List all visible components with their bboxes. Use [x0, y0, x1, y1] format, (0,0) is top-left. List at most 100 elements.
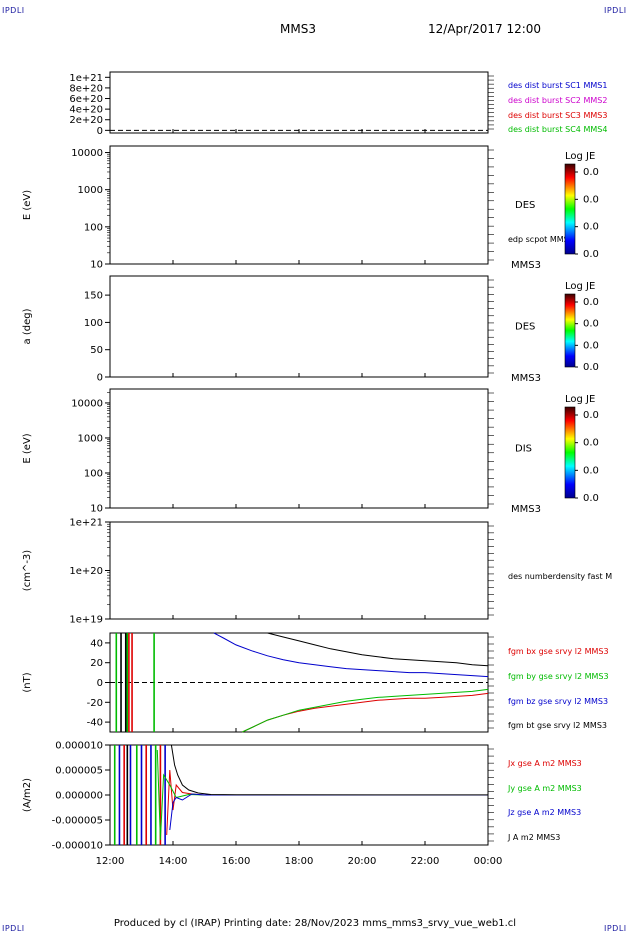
- y-tick-label-p7: 0.000000: [55, 791, 103, 802]
- y-tick-label-p6: 40: [90, 638, 103, 649]
- y-axis-label-p6: (nT): [22, 672, 33, 692]
- legend-entry-p6: fgm bt gse srvy l2 MMS3: [508, 721, 607, 730]
- time-tick-label: 20:00: [348, 856, 377, 867]
- instrument-label-p3: DES: [515, 322, 535, 333]
- y-tick-label-p3: 0: [97, 373, 103, 384]
- header-spacecraft: MMS3: [280, 22, 316, 36]
- colorbar-tick-label-p2: 0.0: [583, 167, 599, 178]
- corner-label-top-right: IPDLI: [604, 6, 627, 15]
- time-tick-label: 18:00: [285, 856, 314, 867]
- spacecraft-label-p2: MMS3: [511, 260, 541, 271]
- series-line-p7: [170, 744, 489, 796]
- y-tick-label-p3: 150: [84, 291, 103, 302]
- y-tick-label-p4: 1000: [78, 433, 103, 444]
- y-tick-label-p7: -0.000005: [52, 816, 103, 827]
- y-tick-label-p2: 10000: [71, 148, 103, 159]
- y-tick-label-p6: -20: [87, 698, 103, 709]
- y-tick-label-p3: 100: [84, 318, 103, 329]
- header-datetime: 12/Apr/2017 12:00: [428, 22, 542, 36]
- y-tick-label-p1: 8e+20: [69, 83, 103, 94]
- series-line-p6: [213, 632, 489, 678]
- time-tick-label: 16:00: [222, 856, 251, 867]
- y-tick-label-p4: 10: [90, 504, 103, 515]
- colorbar-tick-label-p2: 0.0: [583, 222, 599, 233]
- spacecraft-label-p4: MMS3: [511, 504, 541, 515]
- panel-frame-p5: [109, 521, 489, 620]
- y-tick-label-p7: 0.000010: [55, 741, 103, 752]
- time-tick-label: 12:00: [96, 856, 125, 867]
- corner-label-bottom-left: IPDLI: [2, 924, 25, 933]
- colorbar-title-p3: Log JE: [565, 281, 595, 292]
- legend-entry-p7: Jz gse A m2 MMS3: [507, 808, 581, 817]
- y-axis-label-p3: a (deg): [22, 308, 33, 344]
- note-label-p2: edp scpot MMS3: [508, 235, 574, 244]
- instrument-label-p2: DES: [515, 200, 535, 211]
- y-tick-label-p5: 1e+19: [69, 615, 103, 626]
- y-tick-label-p7: -0.000010: [52, 841, 103, 852]
- y-tick-label-p1: 1e+21: [69, 73, 103, 84]
- corner-label-top-left: IPDLI: [2, 6, 25, 15]
- y-tick-label-p6: 0: [97, 678, 103, 689]
- time-tick-label: 22:00: [411, 856, 440, 867]
- legend-entry-p7: Jy gse A m2 MMS3: [507, 784, 582, 793]
- legend-entry-p7: Jx gse A m2 MMS3: [507, 759, 582, 768]
- panel-frame-p1: [109, 71, 489, 134]
- panel-frame-p4: [109, 388, 489, 509]
- y-tick-label-p1: 4e+20: [69, 105, 103, 116]
- colorbar-p2: [564, 163, 576, 255]
- panel-frame-p2: [109, 145, 489, 265]
- footer-text: Produced by cl (IRAP) Printing date: 28/…: [113, 918, 517, 929]
- y-axis-label-p4: E (eV): [22, 433, 33, 463]
- legend-entry-p1: des dist burst SC1 MMS1: [508, 81, 607, 90]
- spacecraft-label-p3: MMS3: [511, 373, 541, 384]
- colorbar-title-p4: Log JE: [565, 394, 595, 405]
- y-tick-label-p2: 1000: [78, 185, 103, 196]
- legend-entry-p1: des dist burst SC3 MMS3: [508, 111, 607, 120]
- colorbar-tick-label-p4: 0.0: [583, 410, 599, 421]
- y-tick-label-p6: 20: [90, 658, 103, 669]
- series-line-p7: [169, 793, 488, 831]
- y-tick-label-p2: 10: [90, 260, 103, 271]
- instrument-label-p4: DIS: [515, 444, 532, 455]
- y-tick-label-p1: 0: [97, 126, 103, 137]
- time-tick-label: 14:00: [159, 856, 188, 867]
- colorbar-tick-label-p3: 0.0: [583, 362, 599, 373]
- colorbar-tick-label-p3: 0.0: [583, 297, 599, 308]
- series-line-p6: [267, 632, 489, 667]
- colorbar-tick-label-p3: 0.0: [583, 319, 599, 330]
- colorbar-tick-label-p3: 0.0: [583, 340, 599, 351]
- time-tick-label: 00:00: [474, 856, 503, 867]
- colorbar-tick-label-p4: 0.0: [583, 438, 599, 449]
- y-axis-label-p2: E (eV): [22, 190, 33, 220]
- series-line-p7: [166, 769, 488, 836]
- legend-entry-p1: des dist burst SC2 MMS2: [508, 96, 607, 105]
- y-tick-label-p5: 1e+21: [69, 518, 103, 529]
- legend-entry-p1: des dist burst SC4 MMS4: [508, 125, 607, 134]
- y-tick-label-p3: 50: [90, 345, 103, 356]
- colorbar-tick-label-p2: 0.0: [583, 194, 599, 205]
- y-tick-label-p1: 2e+20: [69, 115, 103, 126]
- colorbar-title-p2: Log JE: [565, 151, 595, 162]
- y-tick-label-p7: 0.000005: [55, 766, 103, 777]
- colorbar-tick-label-p2: 0.0: [583, 249, 599, 260]
- y-axis-label-p7: (A/m2): [22, 778, 33, 812]
- panel-frame-p3: [109, 275, 489, 378]
- colorbar-p3: [564, 293, 576, 368]
- legend-entry-p6: fgm by gse srvy l2 MMS3: [508, 672, 609, 681]
- y-axis-label-p5: (cm^-3): [22, 550, 33, 591]
- y-tick-label-p5: 1e+20: [69, 566, 103, 577]
- series-line-p6: [242, 688, 489, 733]
- y-tick-label-p2: 100: [84, 222, 103, 233]
- y-tick-label-p1: 6e+20: [69, 94, 103, 105]
- y-tick-label-p4: 100: [84, 468, 103, 479]
- y-tick-label-p6: -40: [87, 718, 103, 729]
- legend-entry-p6: fgm bz gse srvy l2 MMS3: [508, 697, 608, 706]
- colorbar-p4: [564, 406, 576, 499]
- y-tick-label-p4: 10000: [71, 398, 103, 409]
- legend-entry-p6: fgm bx gse srvy l2 MMS3: [508, 647, 609, 656]
- colorbar-tick-label-p4: 0.0: [583, 493, 599, 504]
- colorbar-tick-label-p4: 0.0: [583, 465, 599, 476]
- legend-entry-p7: J A m2 MMS3: [507, 833, 560, 842]
- legend-entry-p5: des numberdensity fast M: [508, 572, 612, 581]
